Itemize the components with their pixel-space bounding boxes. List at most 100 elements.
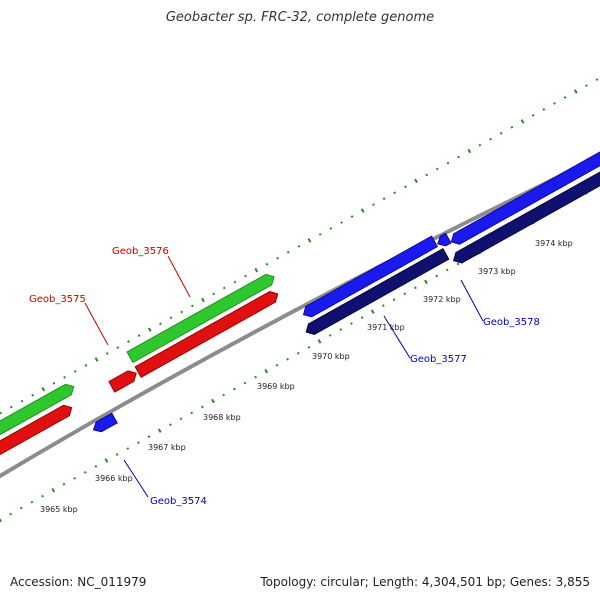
gene-label[interactable]: Geob_3574 [150,496,207,507]
gc-skew-tick [169,423,172,427]
gc-skew-tick [286,250,290,254]
gc-skew-tick [169,316,173,320]
reverse-cds-feature[interactable] [302,235,439,318]
scale-tick-label: 3968 kbp [203,413,241,422]
gc-skew-tick [233,280,237,284]
gc-skew-tick [115,453,119,456]
gc-skew-tick [191,304,194,308]
gc-skew-tick [360,208,365,213]
forward-cds-feature[interactable] [108,370,137,393]
forward-cds-track [0,291,279,461]
gc-skew-tick [52,381,56,385]
forward-cds-feature[interactable] [0,404,73,461]
gc-skew-tick [19,506,23,510]
gc-skew-tick [382,304,385,308]
gc-skew-tick [510,125,514,129]
gc-skew-tick [244,274,247,278]
gc-skew-tick [180,310,184,314]
gc-skew-tick [456,262,460,266]
gc-skew-tick [382,197,386,201]
gc-skew-tick [41,494,44,498]
gc-skew-tick [232,387,236,391]
scale-tick-label: 3965 kbp [40,505,78,514]
gc-skew-tick [265,262,269,266]
gc-skew-tick [9,512,12,516]
gc-skew-tick [51,488,56,493]
gc-skew-tick [372,203,375,207]
gc-skew-tick [585,84,588,87]
gc-skew-tick [254,375,257,379]
scale-tick-label: 3966 kbp [95,474,133,483]
reverse-cds-feature[interactable] [450,149,600,245]
gc-skew-tick [211,398,215,404]
gc-skew-tick [0,518,2,523]
gc-skew-tick [307,345,311,349]
gc-skew-tick [339,328,343,331]
gc-skew-tick [73,369,77,373]
reverse-rna-track [305,170,600,335]
gc-skew-tick [595,78,599,82]
gc-skew-tick [424,279,428,285]
gc-skew-tick [360,316,364,319]
gc-skew-tick [9,405,13,409]
gc-skew-tick [297,244,301,248]
gc-skew-tick [457,155,460,159]
gc-skew-tick [340,221,343,224]
gc-skew-tick [317,339,322,344]
gc-skew-tick [573,89,578,94]
forward-rna-feature[interactable] [126,273,275,364]
gc-skew-tick [94,357,99,362]
gene-leader-line [84,302,109,346]
gc-skew-tick [73,477,76,480]
backbone [0,154,600,479]
gc-skew-tick [414,286,417,290]
gc-skew-tick [83,470,87,474]
gc-skew-tick [159,322,162,326]
reverse-cds-feature[interactable] [92,412,118,433]
gc-skew-inner-track [0,185,598,523]
gc-skew-tick [157,428,162,433]
reverse-cds-feature[interactable] [437,232,452,247]
gene-label[interactable]: Geob_3578 [483,317,540,328]
gc-skew-tick [435,274,439,278]
gc-skew-tick [329,227,333,230]
gc-skew-tick [137,334,141,338]
gc-skew-outer-track [0,78,599,415]
gc-skew-tick [414,178,418,184]
reverse-rna-feature[interactable] [452,170,600,264]
gc-skew-tick [393,191,397,195]
gc-skew-tick [563,96,567,99]
gc-skew-tick [126,447,130,450]
gene-label[interactable]: Geob_3577 [410,354,467,365]
gc-skew-tick [350,322,353,325]
forward-cds-feature[interactable] [134,291,279,378]
gc-skew-tick [20,399,24,403]
gc-skew-tick [425,173,429,177]
gc-skew-tick [328,334,332,337]
forward-rna-track [0,273,275,440]
reverse-rna-feature[interactable] [305,248,450,335]
gene-label[interactable]: Geob_3575 [29,294,86,305]
gc-skew-tick [179,417,183,421]
gc-skew-tick [296,351,300,355]
gc-skew-tick [499,131,503,135]
scale-tick-label: 3972 kbp [423,295,461,304]
gc-skew-tick [467,148,472,154]
gc-skew-tick [212,292,216,296]
gc-skew-tick [243,381,247,385]
accession-label: Accession: NC_011979 [10,575,147,589]
gc-skew-tick [254,267,259,273]
gc-skew-tick [531,113,535,117]
gene-label[interactable]: Geob_3576 [112,246,169,257]
gc-skew-tick [520,119,525,124]
gc-skew-tick [94,465,98,468]
scale-labels: 3965 kbp 3966 kbp 3967 kbp 3968 kbp 3969 kbp… [40,239,573,514]
gc-skew-tick [147,327,152,332]
gc-skew-tick [489,137,492,141]
forward-rna-feature[interactable] [0,383,75,440]
gc-skew-tick [264,368,269,374]
gc-skew-tick [307,238,312,243]
gc-skew-tick [275,363,279,367]
gc-skew-tick [222,286,226,290]
